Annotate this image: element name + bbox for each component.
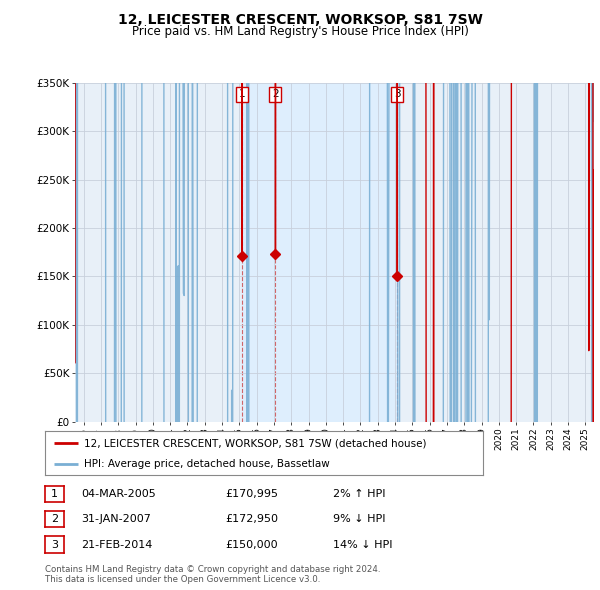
Bar xyxy=(242,83,397,422)
Text: £170,995: £170,995 xyxy=(225,489,278,499)
Text: 12, LEICESTER CRESCENT, WORKSOP, S81 7SW: 12, LEICESTER CRESCENT, WORKSOP, S81 7SW xyxy=(118,13,482,27)
Text: 1: 1 xyxy=(239,89,245,99)
Text: 1: 1 xyxy=(51,489,58,499)
Text: This data is licensed under the Open Government Licence v3.0.: This data is licensed under the Open Gov… xyxy=(45,575,320,584)
Text: 04-MAR-2005: 04-MAR-2005 xyxy=(81,489,156,499)
Text: Price paid vs. HM Land Registry's House Price Index (HPI): Price paid vs. HM Land Registry's House … xyxy=(131,25,469,38)
Text: 2: 2 xyxy=(272,89,278,99)
Text: £150,000: £150,000 xyxy=(225,540,278,549)
Text: 9% ↓ HPI: 9% ↓ HPI xyxy=(333,514,386,524)
Text: £172,950: £172,950 xyxy=(225,514,278,524)
Text: 21-FEB-2014: 21-FEB-2014 xyxy=(81,540,152,549)
Text: HPI: Average price, detached house, Bassetlaw: HPI: Average price, detached house, Bass… xyxy=(85,459,330,469)
Text: 31-JAN-2007: 31-JAN-2007 xyxy=(81,514,151,524)
Text: 14% ↓ HPI: 14% ↓ HPI xyxy=(333,540,392,549)
Text: 12, LEICESTER CRESCENT, WORKSOP, S81 7SW (detached house): 12, LEICESTER CRESCENT, WORKSOP, S81 7SW… xyxy=(85,438,427,448)
Text: 2: 2 xyxy=(51,514,58,524)
Text: 3: 3 xyxy=(51,540,58,549)
Text: Contains HM Land Registry data © Crown copyright and database right 2024.: Contains HM Land Registry data © Crown c… xyxy=(45,565,380,574)
Text: 3: 3 xyxy=(394,89,401,99)
Text: 2% ↑ HPI: 2% ↑ HPI xyxy=(333,489,386,499)
